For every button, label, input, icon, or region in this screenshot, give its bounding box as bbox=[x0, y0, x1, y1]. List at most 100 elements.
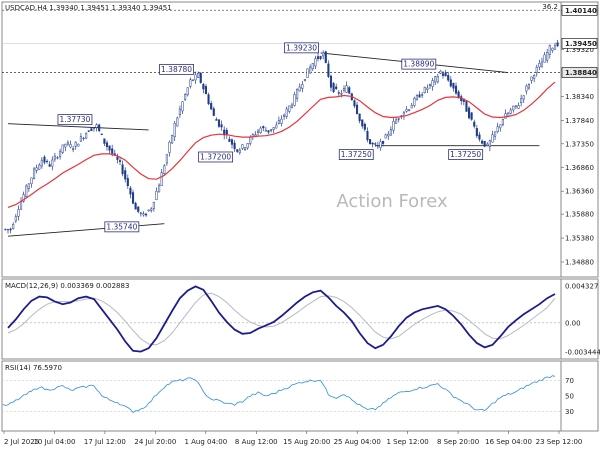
rsi-ytick-label: 30 bbox=[565, 408, 574, 416]
candle-body bbox=[259, 127, 262, 134]
candle-body bbox=[467, 107, 471, 119]
candle-body bbox=[22, 194, 25, 202]
price-annotation-box bbox=[57, 114, 93, 126]
candle-body bbox=[215, 119, 218, 121]
candle-body bbox=[405, 109, 408, 112]
candle-body bbox=[348, 87, 351, 94]
candle-body bbox=[512, 105, 515, 111]
candle-body bbox=[82, 137, 85, 139]
candle-body bbox=[165, 154, 168, 164]
candle-body bbox=[449, 79, 452, 87]
candle-body bbox=[95, 124, 98, 128]
candle-body bbox=[129, 187, 132, 195]
rsi-pane[interactable]: RSI(14) 76.5970 70 50 30 bbox=[1, 360, 599, 432]
rsi-line bbox=[2, 375, 556, 414]
candle-body bbox=[145, 213, 148, 216]
candle-body bbox=[525, 85, 528, 92]
candle-body bbox=[139, 212, 142, 214]
candle-body bbox=[257, 130, 260, 133]
macd-ytick-label: -0.003444 bbox=[565, 348, 600, 356]
candle-body bbox=[454, 85, 458, 94]
candle-body bbox=[423, 87, 426, 93]
candle-body bbox=[444, 72, 447, 77]
candle-body bbox=[163, 165, 166, 174]
candle-body bbox=[38, 164, 41, 170]
price-annotation-box bbox=[198, 151, 234, 163]
rsi-frame-axis bbox=[560, 360, 599, 432]
candle-body bbox=[79, 136, 82, 142]
candle-body bbox=[25, 185, 28, 197]
candle-body bbox=[212, 108, 215, 116]
candle-body bbox=[14, 216, 17, 222]
candle-body bbox=[12, 224, 15, 229]
candle-body bbox=[61, 144, 64, 153]
price-annotation: 1.39230 bbox=[286, 43, 317, 52]
candle-body bbox=[186, 87, 189, 96]
candle-body bbox=[254, 134, 257, 137]
candle-body bbox=[217, 119, 221, 127]
price-annotation-box bbox=[159, 63, 194, 75]
time-label: 1 Sep 12:00 bbox=[386, 438, 428, 446]
candle-body bbox=[410, 105, 413, 109]
candle-body bbox=[147, 209, 150, 212]
candle-body bbox=[322, 52, 325, 57]
time-label: 24 Jul 20:00 bbox=[134, 438, 176, 446]
candle-body bbox=[43, 156, 46, 163]
candle-body bbox=[371, 142, 374, 145]
candle-body bbox=[298, 86, 301, 92]
candle-body bbox=[392, 120, 395, 131]
candle-body bbox=[181, 101, 184, 112]
candle-body bbox=[428, 83, 432, 87]
candle-body bbox=[275, 124, 278, 129]
price-ytick-label: 1.38340 bbox=[565, 93, 594, 101]
candle-body bbox=[32, 168, 36, 179]
candle-body bbox=[311, 63, 314, 70]
candle-body bbox=[441, 73, 445, 76]
candle-body bbox=[155, 190, 158, 200]
candle-body bbox=[199, 72, 202, 83]
price-label-box bbox=[561, 5, 598, 16]
time-label: 15 Aug 20:00 bbox=[283, 438, 330, 446]
candle-body bbox=[285, 108, 288, 117]
candle-body bbox=[210, 103, 213, 110]
price-title: USDCAD,H4 1.39340 1.39451 1.39340 1.3945… bbox=[5, 4, 172, 12]
candle-body bbox=[452, 82, 455, 89]
candle-body bbox=[277, 120, 280, 124]
corner-label: 36.2 bbox=[542, 3, 558, 11]
price-annotation: 1.38890 bbox=[403, 60, 434, 69]
candle-body bbox=[418, 94, 421, 98]
candle-body bbox=[520, 98, 523, 103]
candle-body bbox=[270, 129, 273, 131]
candle-body bbox=[9, 228, 12, 231]
macd-pane[interactable]: MACD(12,26,9) 0.003369 0.002883 0.004327 0… bbox=[1, 278, 600, 360]
candle-body bbox=[470, 112, 473, 120]
candle-body bbox=[293, 94, 296, 106]
candle-body bbox=[481, 140, 484, 144]
price-label-box bbox=[561, 67, 598, 78]
candle-body bbox=[478, 134, 481, 140]
price-pane[interactable]: USDCAD,H4 1.39340 1.39451 1.39340 1.3945… bbox=[1, 1, 599, 278]
macd-frame-axis bbox=[560, 278, 599, 360]
candle-body bbox=[504, 113, 507, 119]
trendline bbox=[7, 123, 149, 131]
macd-ytick-label: 0.00 bbox=[565, 319, 581, 327]
candle-body bbox=[202, 84, 205, 90]
candle-body bbox=[483, 140, 486, 147]
candle-body bbox=[249, 136, 252, 144]
candle-body bbox=[517, 105, 520, 109]
candle-body bbox=[264, 129, 267, 132]
ema-line bbox=[7, 81, 556, 208]
rsi-ytick-label: 70 bbox=[565, 377, 574, 385]
price-annotation: 1.37730 bbox=[59, 115, 90, 124]
candle-body bbox=[296, 88, 299, 99]
candle-body bbox=[228, 138, 231, 142]
rsi-frame bbox=[1, 360, 562, 432]
candle-body bbox=[48, 164, 51, 167]
candle-body bbox=[551, 47, 554, 51]
price-label-text: 1.39450 bbox=[565, 40, 597, 48]
time-label: 16 Sep 04:00 bbox=[485, 438, 532, 446]
candle-body bbox=[113, 153, 116, 155]
candle-body bbox=[426, 87, 429, 90]
candle-body bbox=[361, 119, 364, 127]
